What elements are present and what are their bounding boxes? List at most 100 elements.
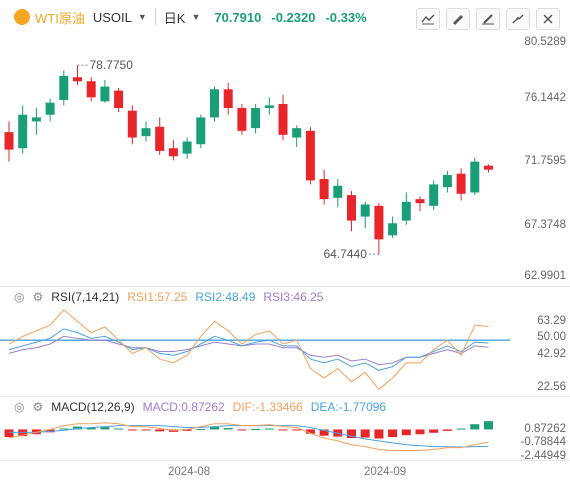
candle-body (388, 223, 398, 236)
candle-body (155, 126, 165, 151)
candle-body (305, 130, 315, 181)
close-icon[interactable] (536, 8, 560, 30)
symbol-name[interactable]: WTI原油 (35, 10, 85, 26)
macd-histogram-bar (401, 429, 411, 436)
macd-histogram-bar (4, 429, 14, 438)
macd-histogram-bar (470, 424, 480, 430)
macd-histogram-bar (456, 428, 466, 430)
rsi-header: ◎ ⚙ RSI(7,14,21) RSI1:57.25 RSI2:48.49 R… (14, 290, 331, 304)
candle-body (374, 205, 384, 240)
candle-body (429, 184, 439, 206)
macd-histogram-bar (360, 429, 370, 438)
candle-body (360, 204, 370, 217)
period-chevron-down-icon[interactable]: ▼ (191, 12, 201, 22)
high-price-annotation: 78.7750 (90, 58, 134, 72)
rsi1-value: RSI1:57.25 (127, 290, 188, 304)
macd-histogram-bar (415, 429, 425, 435)
macd-histogram-bar (429, 429, 439, 433)
candle-body (182, 141, 192, 154)
macd-histogram-bar (484, 421, 493, 430)
dif-value: DIF:-1.33466 (232, 400, 303, 414)
macd-axis-label: -0.78844 (520, 436, 566, 448)
eye-icon[interactable]: ◎ (14, 400, 25, 414)
candle-body (141, 128, 151, 137)
macd-histogram-bar (292, 429, 302, 431)
candle-body (223, 89, 233, 109)
last-price: 70.7910 (214, 9, 262, 25)
xaxis-line (0, 460, 570, 461)
macd-histogram-bar (210, 427, 219, 430)
macd-histogram-bar (100, 427, 110, 430)
candle-body (347, 195, 356, 221)
pen-tool-icon[interactable] (446, 8, 470, 30)
macd-header: ◎ ⚙ MACD(12,26,9) MACD:0.87262 DIF:-1.33… (14, 400, 394, 414)
chart-header: WTI原油 USOIL ▼ 日K ▼ 70.7910 -0.2320 -0.33… (0, 0, 570, 34)
price-axis-label: 71.7595 (524, 155, 566, 167)
rsi-axis-label: 42.92 (537, 348, 566, 360)
macd-histogram-bar (251, 428, 261, 430)
period-selector[interactable]: 日K (163, 10, 186, 26)
candle-body (86, 81, 96, 98)
collapse-icon[interactable] (506, 8, 530, 30)
candle-body (456, 173, 466, 194)
candle-body (210, 89, 219, 118)
macd-histogram-bar (347, 429, 356, 439)
macd-histogram-bar (278, 429, 288, 431)
rsi2-value: RSI2:48.49 (195, 290, 256, 304)
macd-histogram-bar (388, 429, 398, 438)
chevron-down-icon[interactable]: ▼ (137, 12, 147, 22)
macd-histogram-bar (114, 428, 124, 430)
macd-histogram-bar (374, 429, 384, 439)
macd-histogram-bar (127, 429, 137, 431)
header-divider (154, 9, 156, 25)
candle-body (319, 179, 329, 200)
macd-histogram-bar (442, 429, 452, 431)
macd-histogram-bar (182, 429, 192, 431)
settings-icon[interactable]: ⚙ (32, 290, 44, 304)
macd-histogram-bar (264, 428, 274, 430)
macd-name[interactable]: MACD(12,26,9) (51, 400, 135, 414)
candle-body (45, 102, 55, 115)
candle-body (4, 132, 14, 150)
candle-body (168, 148, 178, 157)
x-axis-label: 2024-09 (364, 466, 407, 478)
candle-body (484, 165, 493, 170)
brush-tool-icon[interactable] (476, 8, 500, 30)
price-axis-label: 62.9901 (524, 270, 566, 282)
eye-icon[interactable]: ◎ (14, 290, 25, 304)
candle-body (100, 86, 110, 102)
candle-body (333, 185, 343, 198)
candle-body (401, 201, 411, 221)
price-axis-label: 80.5289 (524, 36, 566, 48)
candle-body (127, 110, 137, 138)
macd-histogram-bar (237, 429, 247, 431)
rsi-axis-label: 63.29 (537, 315, 566, 327)
pane-separator (0, 286, 570, 287)
candle-body (264, 105, 274, 109)
price-change: -0.2320 (271, 9, 316, 25)
macd-axis-label: -2.44949 (520, 450, 566, 462)
rsi3-value: RSI3:46.25 (263, 290, 324, 304)
candle-body (292, 128, 302, 138)
candle-body (59, 75, 69, 101)
macd-histogram-bar (141, 429, 151, 431)
rsi-name[interactable]: RSI(7,14,21) (51, 290, 120, 304)
price-change-pct: -0.33% (325, 9, 367, 25)
macd-histogram-bar (223, 428, 233, 430)
rsi2-line (8, 328, 489, 371)
candle-body (278, 104, 288, 135)
candle-body (18, 114, 28, 149)
price-axis-label: 76.1442 (524, 92, 566, 104)
candle-body (31, 117, 41, 122)
rsi-axis-label: 22.56 (537, 381, 566, 393)
price-axis-label: 67.3748 (524, 219, 566, 231)
symbol-code[interactable]: USOIL (92, 9, 132, 25)
candle-body (442, 175, 452, 188)
macd-value: MACD:0.87262 (142, 400, 225, 414)
line-tool-icon[interactable] (416, 8, 440, 30)
macd-histogram-bar (86, 427, 96, 430)
candle-body (251, 108, 261, 129)
settings-icon[interactable]: ⚙ (32, 400, 44, 414)
candle-body (470, 161, 480, 193)
